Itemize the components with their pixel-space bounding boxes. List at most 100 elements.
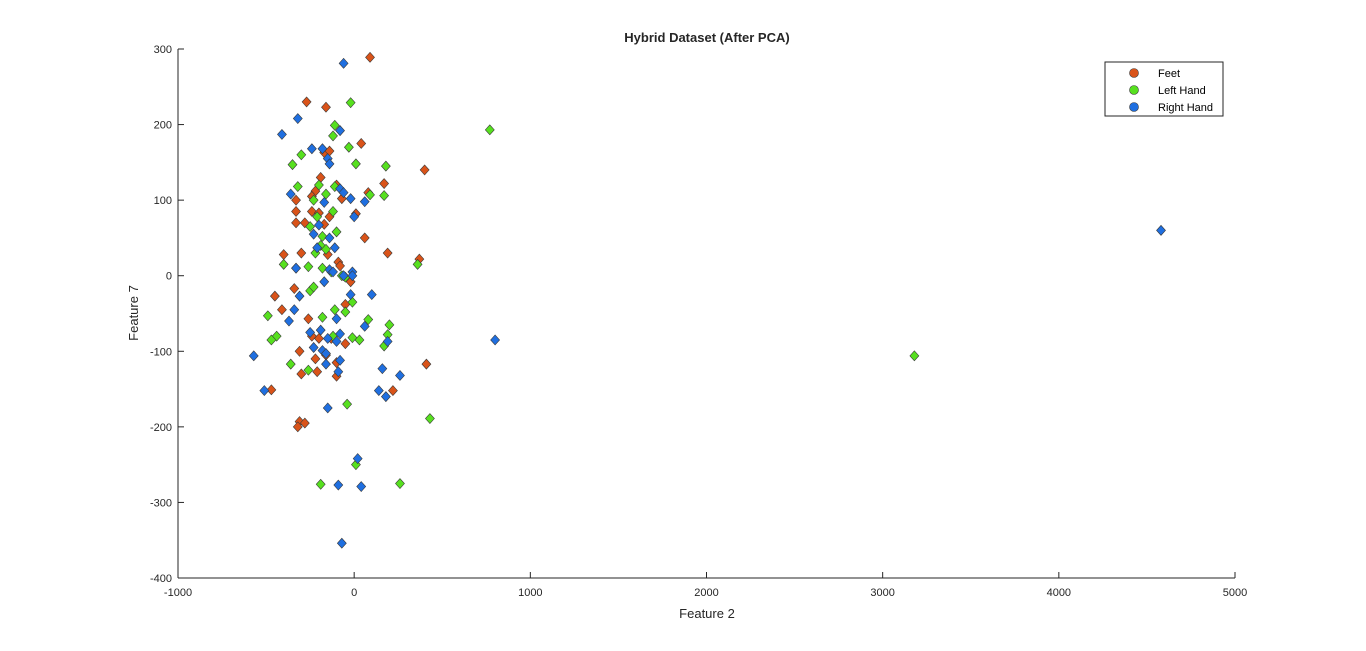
- data-point-left-hand: [292, 181, 303, 192]
- data-point-right-hand: [359, 196, 370, 208]
- data-point-left-hand: [425, 413, 435, 424]
- data-point-right-hand: [324, 232, 335, 244]
- x-ticks: -1000 0 1000 2000 3000 4000 5000: [164, 572, 1247, 599]
- data-point-right-hand: [285, 188, 296, 200]
- y-tick-label: 100: [154, 195, 172, 207]
- data-point-left-hand: [395, 478, 405, 489]
- data-point-left-hand: [909, 350, 920, 362]
- data-point-right-hand: [333, 366, 344, 378]
- y-tick-label: -300: [150, 497, 172, 509]
- data-point-right-hand: [321, 358, 331, 370]
- data-point-right-hand: [366, 289, 377, 301]
- legend-marker-feet: [1129, 68, 1139, 78]
- data-point-left-hand: [285, 358, 296, 370]
- data-point-right-hand: [345, 289, 356, 301]
- data-point-left-hand: [354, 334, 365, 346]
- data-point-right-hand: [259, 385, 270, 397]
- x-tick-label: 0: [351, 587, 357, 599]
- data-point-right-hand: [248, 350, 259, 362]
- data-point-feet: [340, 338, 351, 350]
- data-point-left-hand: [315, 478, 326, 490]
- data-point-left-hand: [317, 311, 328, 323]
- data-point-right-hand: [322, 332, 333, 344]
- data-point-right-hand: [345, 193, 356, 205]
- data-point-right-hand: [347, 270, 358, 282]
- data-point-right-hand: [373, 385, 384, 397]
- data-point-left-hand: [317, 262, 328, 274]
- data-point-left-hand: [384, 319, 395, 331]
- data-point-feet: [310, 353, 321, 365]
- data-point-left-hand: [379, 190, 390, 202]
- data-point-right-hand: [284, 315, 294, 327]
- x-tick-label: 5000: [1223, 587, 1247, 599]
- data-point-left-hand: [345, 97, 356, 109]
- data-point-right-hand: [308, 342, 319, 353]
- data-point-right-hand: [331, 336, 342, 347]
- data-point-feet: [289, 283, 300, 295]
- data-point-left-hand: [328, 206, 338, 217]
- data-point-left-hand: [484, 124, 495, 136]
- data-point-right-hand: [322, 402, 333, 414]
- data-point-right-hand: [305, 326, 316, 338]
- data-point-right-hand: [338, 187, 349, 199]
- data-point-feet: [306, 206, 317, 217]
- data-point-right-hand: [1156, 224, 1166, 236]
- data-point-left-hand: [412, 258, 423, 270]
- data-point-feet: [301, 96, 312, 108]
- data-point-right-hand: [331, 313, 342, 325]
- data-point-feet: [292, 421, 303, 433]
- data-point-right-hand: [306, 143, 317, 155]
- legend-marker-right-hand: [1129, 102, 1139, 112]
- data-point-right-hand: [333, 479, 344, 491]
- data-point-right-hand: [292, 113, 303, 124]
- data-point-right-hand: [328, 266, 338, 278]
- data-point-left-hand: [266, 334, 277, 346]
- data-point-right-hand: [338, 270, 349, 282]
- data-point-left-hand: [343, 141, 354, 153]
- axes: -1000 0 1000 2000 3000 4000 5000 -400-300-200-…: [150, 44, 1247, 599]
- legend-label-feet: Feet: [1158, 68, 1180, 80]
- data-point-feet: [291, 194, 301, 206]
- x-tick-label: 4000: [1047, 587, 1071, 599]
- data-point-right-hand: [329, 242, 340, 254]
- data-point-left-hand: [363, 314, 374, 325]
- data-point-right-hand: [338, 57, 349, 69]
- y-tick-label: 200: [154, 120, 172, 132]
- data-point-left-hand: [314, 179, 324, 191]
- y-tick-label: 0: [166, 271, 172, 283]
- data-point-feet: [321, 101, 331, 113]
- series-right-hand: [248, 57, 1166, 549]
- chart-title: Hybrid Dataset (After PCA): [624, 30, 789, 45]
- data-point-feet: [269, 290, 280, 302]
- data-point-right-hand: [395, 370, 405, 381]
- data-point-left-hand: [329, 119, 340, 131]
- x-axis-label: Feature 2: [679, 606, 735, 621]
- data-point-left-hand: [296, 149, 307, 161]
- data-point-right-hand: [312, 242, 323, 254]
- data-point-left-hand: [262, 310, 273, 322]
- data-point-right-hand: [382, 336, 393, 347]
- data-point-feet: [365, 51, 375, 63]
- data-point-feet: [296, 247, 307, 259]
- data-point-right-hand: [335, 125, 345, 137]
- data-point-right-hand: [319, 196, 330, 208]
- legend-label-left-hand: Left Hand: [1158, 85, 1206, 97]
- data-point-right-hand: [324, 158, 335, 170]
- data-point-feet: [421, 358, 432, 370]
- data-point-feet: [294, 345, 305, 357]
- data-points: [248, 51, 1166, 549]
- legend-box: [1104, 61, 1224, 117]
- data-point-right-hand: [291, 262, 301, 274]
- data-point-left-hand: [342, 398, 353, 410]
- data-point-left-hand: [303, 261, 314, 273]
- y-tick-label: -200: [150, 422, 172, 434]
- data-point-right-hand: [319, 276, 330, 288]
- data-point-right-hand: [315, 324, 326, 336]
- data-point-right-hand: [352, 453, 363, 465]
- data-point-left-hand: [328, 130, 338, 142]
- data-point-feet: [291, 217, 301, 229]
- data-point-right-hand: [289, 304, 300, 316]
- data-point-feet: [291, 206, 301, 217]
- data-point-feet: [266, 384, 277, 396]
- legend-marker-left-hand: [1129, 85, 1139, 95]
